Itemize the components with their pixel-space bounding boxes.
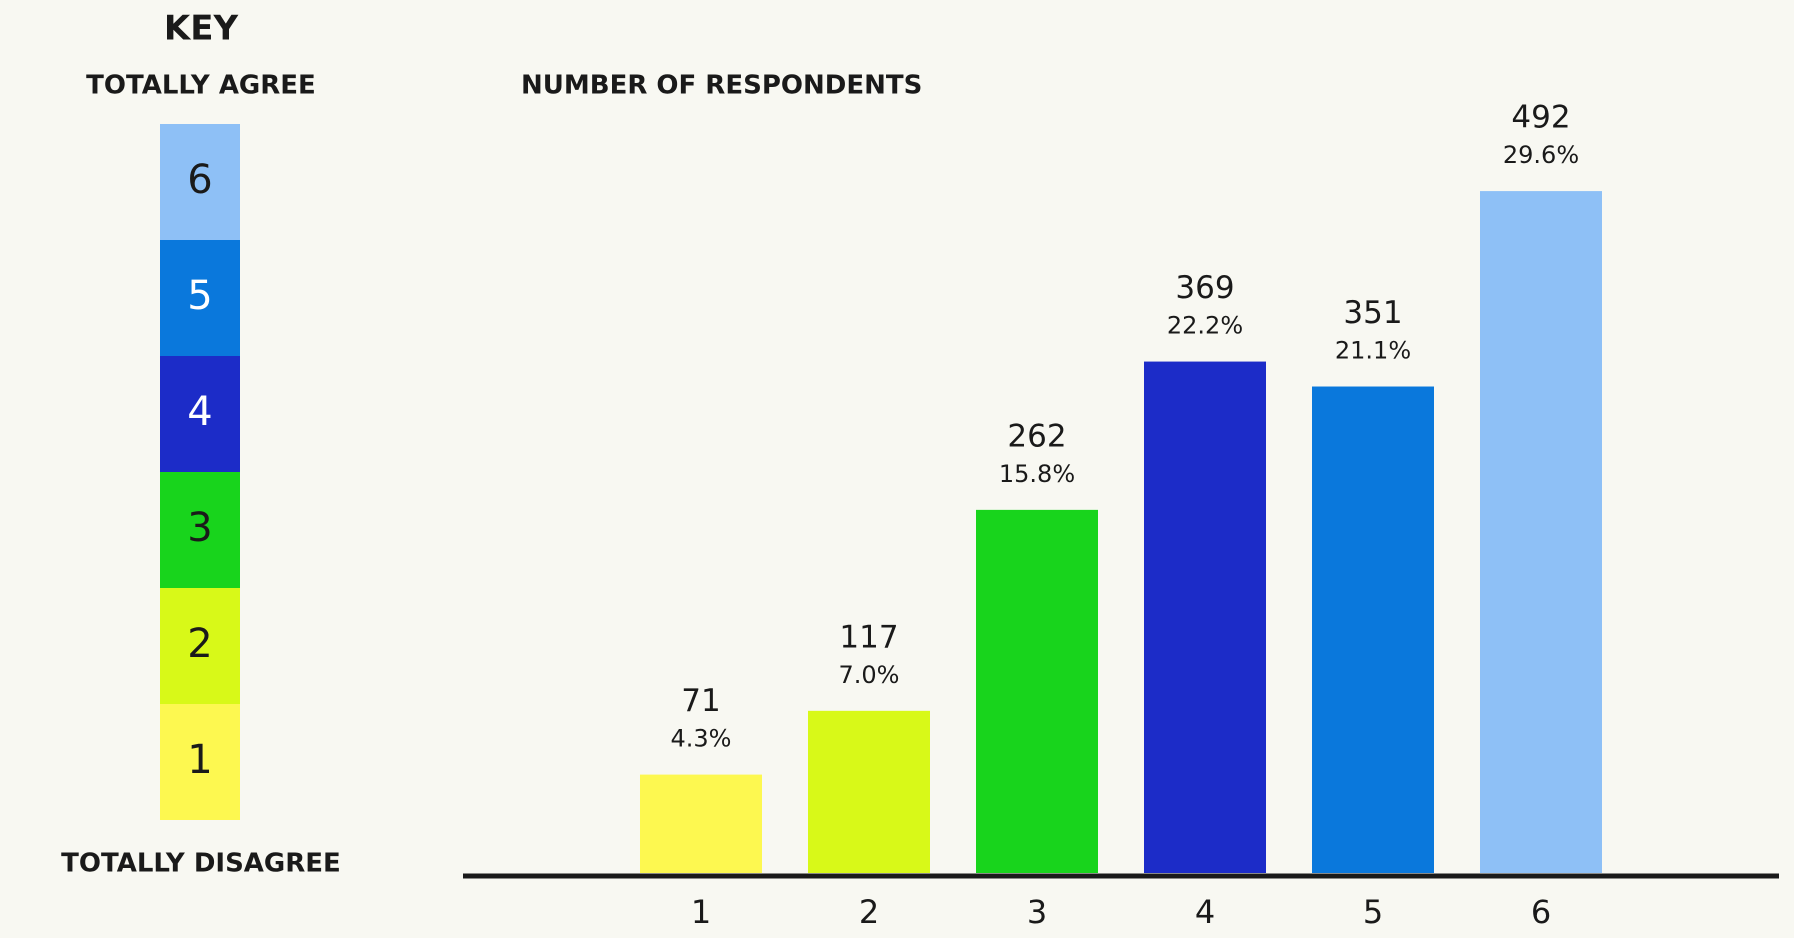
bar xyxy=(1480,191,1602,873)
value-label: 71 xyxy=(681,683,720,719)
legend-swatch xyxy=(160,472,240,588)
x-tick-label: 4 xyxy=(1195,893,1215,931)
legend-label: 1 xyxy=(187,737,212,783)
legend-label: 2 xyxy=(187,621,212,667)
percent-label: 15.8% xyxy=(999,460,1075,488)
value-label: 351 xyxy=(1343,295,1402,331)
legend-bottom-label: TOTALLY DISAGREE xyxy=(61,849,341,879)
legend-label: 4 xyxy=(187,389,212,435)
legend-title: KEY xyxy=(164,9,239,49)
legend-swatch xyxy=(160,356,240,472)
bar xyxy=(1144,361,1266,873)
bar xyxy=(808,710,930,873)
legend-label: 3 xyxy=(187,505,212,551)
percent-label: 7.0% xyxy=(839,661,900,689)
chart-title: NUMBER OF RESPONDENTS xyxy=(521,71,922,101)
percent-label: 22.2% xyxy=(1167,312,1243,340)
value-label: 262 xyxy=(1007,418,1066,454)
percent-label: 4.3% xyxy=(671,725,732,753)
x-tick-label: 1 xyxy=(691,893,711,931)
value-label: 492 xyxy=(1511,100,1570,136)
legend-swatch xyxy=(160,240,240,356)
percent-label: 29.6% xyxy=(1503,141,1579,169)
legend-label: 6 xyxy=(187,157,212,203)
x-tick-label: 3 xyxy=(1027,893,1047,931)
bar xyxy=(1312,386,1434,873)
legend-top-label: TOTALLY AGREE xyxy=(86,71,316,101)
bar xyxy=(640,774,762,873)
legend-label: 5 xyxy=(187,273,212,319)
value-label: 117 xyxy=(839,619,898,655)
bar xyxy=(976,509,1098,873)
x-tick-label: 2 xyxy=(859,893,879,931)
legend-swatch xyxy=(160,124,240,240)
x-tick-label: 6 xyxy=(1531,893,1551,931)
x-tick-label: 5 xyxy=(1363,893,1383,931)
percent-label: 21.1% xyxy=(1335,337,1411,365)
legend-swatch xyxy=(160,588,240,704)
value-label: 369 xyxy=(1175,270,1234,306)
legend-swatch xyxy=(160,704,240,820)
